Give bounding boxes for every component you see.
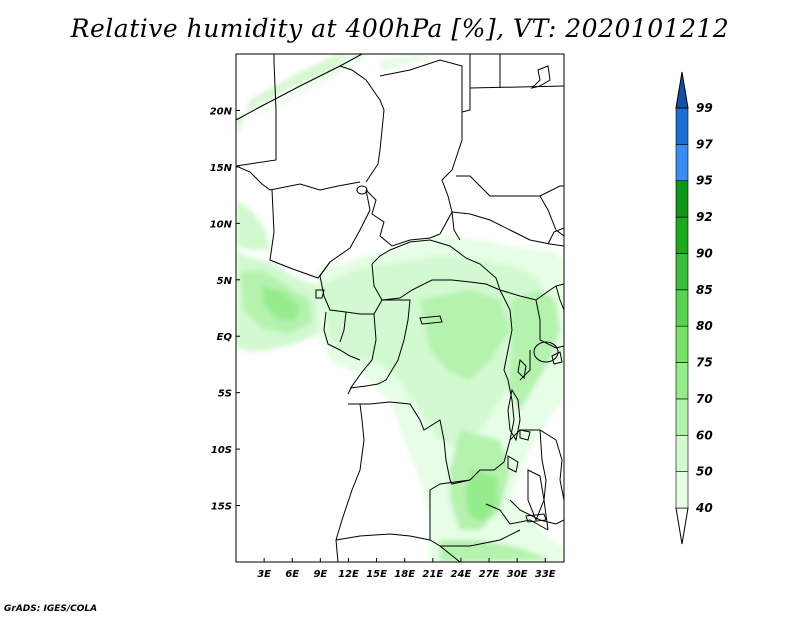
colorbar-label: 70 bbox=[696, 392, 713, 406]
lon-label: 3E bbox=[257, 569, 271, 580]
lat-label: 15N bbox=[210, 163, 233, 174]
credit-text: GrADS: IGES/COLA bbox=[4, 604, 98, 614]
lat-label: 10S bbox=[211, 445, 232, 456]
colorbar: 40 50 60 70 75 80 85 90 92 95 97 99 bbox=[675, 71, 713, 545]
lon-label: 6E bbox=[285, 569, 299, 580]
map-title: Relative humidity at 400hPa [%], VT: 202… bbox=[70, 14, 730, 43]
longitude-axis: 3E 6E 9E 12E 15E 18E 21E 24E 27E 30E 33E bbox=[257, 558, 556, 580]
lon-label: 33E bbox=[535, 569, 556, 580]
lon-label: 21E bbox=[422, 569, 443, 580]
country-borders bbox=[236, 54, 564, 562]
colorbar-segment bbox=[675, 362, 689, 400]
colorbar-segment bbox=[675, 471, 689, 509]
lat-label: 15S bbox=[211, 502, 232, 513]
colorbar-label: 75 bbox=[696, 356, 713, 370]
colorbar-lower-arrow bbox=[675, 507, 689, 545]
colorbar-segment bbox=[675, 325, 689, 363]
lon-label: 24E bbox=[451, 569, 472, 580]
lon-label: 15E bbox=[366, 569, 387, 580]
lon-label: 30E bbox=[507, 569, 528, 580]
map-frame bbox=[235, 53, 565, 563]
humidity-shading bbox=[236, 54, 564, 562]
colorbar-label: 95 bbox=[696, 174, 713, 188]
colorbar-upper-arrow bbox=[675, 71, 689, 109]
colorbar-segment bbox=[675, 289, 689, 327]
colorbar-label: 92 bbox=[696, 210, 713, 224]
lat-label: 5S bbox=[218, 389, 232, 400]
lat-label: 5N bbox=[217, 276, 233, 287]
lon-label: 9E bbox=[313, 569, 327, 580]
colorbar-label: 40 bbox=[695, 501, 713, 515]
colorbar-label: 97 bbox=[696, 137, 713, 151]
colorbar-segment bbox=[675, 216, 689, 254]
lon-label: 18E bbox=[394, 569, 415, 580]
lat-label: 10N bbox=[210, 219, 233, 230]
lake-victoria bbox=[533, 341, 559, 363]
lat-label: EQ bbox=[217, 332, 233, 343]
colorbar-segment bbox=[675, 398, 689, 436]
lon-label: 27E bbox=[479, 569, 500, 580]
lat-label: 20N bbox=[210, 106, 233, 117]
colorbar-label: 90 bbox=[696, 246, 713, 260]
lakes bbox=[315, 65, 563, 523]
colorbar-segment bbox=[675, 253, 689, 291]
colorbar-label: 99 bbox=[696, 101, 713, 115]
colorbar-label: 60 bbox=[696, 428, 713, 442]
lon-label: 12E bbox=[338, 569, 359, 580]
colorbar-segment bbox=[675, 434, 689, 472]
colorbar-segment bbox=[675, 144, 689, 182]
colorbar-label: 85 bbox=[696, 283, 713, 297]
colorbar-segment bbox=[675, 107, 689, 145]
colorbar-segment bbox=[675, 180, 689, 218]
latitude-axis: 20N 15N 10N 5N EQ 5S 10S 15S bbox=[210, 106, 240, 513]
colorbar-label: 50 bbox=[696, 465, 713, 479]
colorbar-label: 80 bbox=[696, 319, 713, 333]
